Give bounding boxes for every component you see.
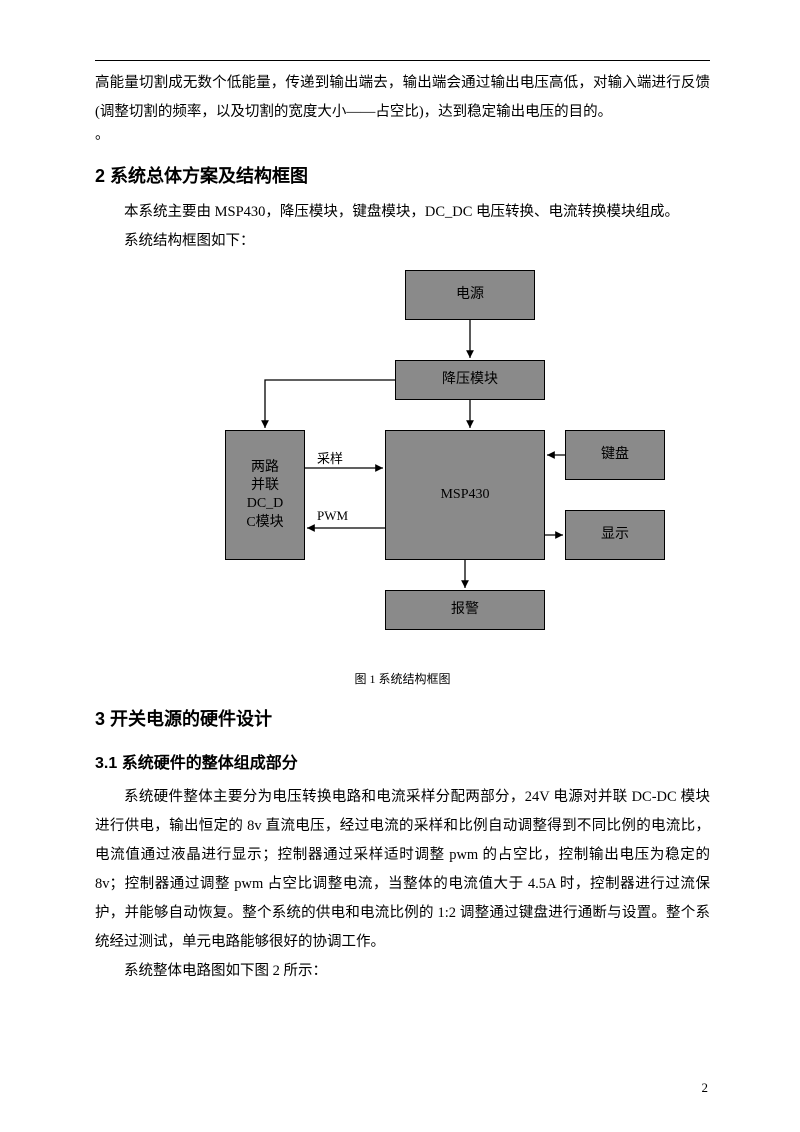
page-number: 2 (702, 1080, 709, 1096)
system-block-diagram: 电源 降压模块 两路 并联 DC_D C模块 MSP430 键盘 显示 报警 采… (145, 270, 665, 660)
label-pwm: PWM (317, 508, 348, 524)
top-rule (95, 60, 710, 61)
section-2-title: 2 系统总体方案及结构框图 (95, 162, 710, 188)
label-sample: 采样 (317, 448, 343, 467)
section-2-para-2: 系统结构框图如下： (95, 227, 710, 256)
block-display-label: 显示 (601, 526, 629, 544)
block-power: 电源 (405, 270, 535, 320)
block-mcu-label: MSP430 (440, 486, 489, 504)
section-2-para-1: 本系统主要由 MSP430，降压模块，键盘模块，DC_DC 电压转换、电流转换模… (95, 198, 710, 227)
block-mcu: MSP430 (385, 430, 545, 560)
section-3-para-2: 系统整体电路图如下图 2 所示： (95, 957, 710, 986)
section-3-1-title: 3.1 系统硬件的整体组成部分 (95, 749, 710, 773)
block-dcdc-label: 两路 并联 DC_D C模块 (246, 459, 283, 532)
diagram-caption: 图 1 系统结构框图 (95, 670, 710, 687)
block-keypad-label: 键盘 (601, 446, 629, 464)
block-alarm-label: 报警 (451, 601, 479, 619)
block-display: 显示 (565, 510, 665, 560)
block-buck-label: 降压模块 (442, 371, 498, 389)
block-dcdc: 两路 并联 DC_D C模块 (225, 430, 305, 560)
diagram-container: 电源 降压模块 两路 并联 DC_D C模块 MSP430 键盘 显示 报警 采… (95, 270, 710, 687)
intro-paragraph: 高能量切割成无数个低能量，传递到输出端去，输出端会通过输出电压高低，对输入端进行… (95, 69, 710, 127)
section-3-title: 3 开关电源的硬件设计 (95, 705, 710, 731)
block-buck: 降压模块 (395, 360, 545, 400)
block-alarm: 报警 (385, 590, 545, 630)
block-keypad: 键盘 (565, 430, 665, 480)
section-3-para-1: 系统硬件整体主要分为电压转换电路和电流采样分配两部分，24V 电源对并联 DC-… (95, 783, 710, 957)
stray-period: 。 (95, 127, 710, 144)
block-power-label: 电源 (456, 286, 484, 304)
